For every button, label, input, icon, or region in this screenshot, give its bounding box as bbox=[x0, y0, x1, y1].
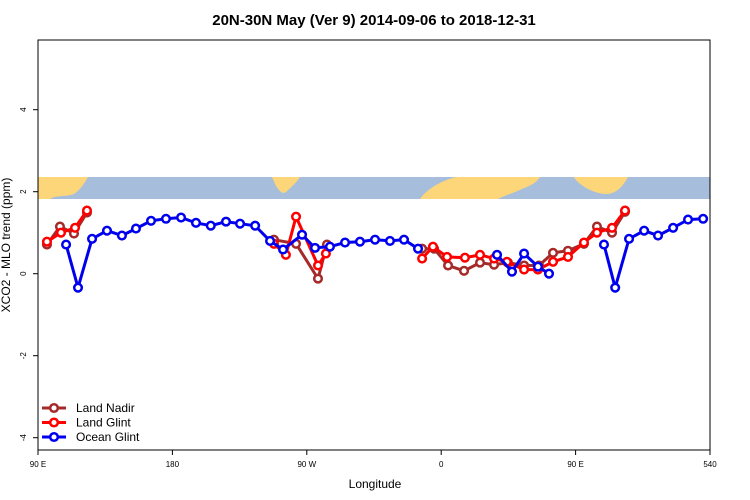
point bbox=[278, 244, 289, 255]
legend-label: Ocean Glint bbox=[76, 430, 140, 444]
point bbox=[543, 268, 555, 279]
point bbox=[312, 260, 324, 271]
point bbox=[698, 213, 709, 224]
point bbox=[519, 248, 530, 259]
x-tick-label: 540 bbox=[703, 460, 717, 469]
point bbox=[398, 234, 410, 245]
land bbox=[420, 177, 540, 199]
point bbox=[506, 266, 518, 277]
point bbox=[548, 247, 559, 258]
point bbox=[619, 205, 631, 216]
chart-title: 20N-30N May (Ver 9) 2014-09-06 to 2018-1… bbox=[212, 12, 536, 29]
legend-marker bbox=[48, 431, 60, 443]
point bbox=[417, 253, 428, 264]
plot-frame bbox=[37, 39, 711, 451]
y-tick-label: -2 bbox=[19, 352, 28, 360]
y-tick-label: 0 bbox=[19, 271, 28, 276]
x-tick-label: 90 E bbox=[567, 460, 583, 469]
x-tick-label: 90 E bbox=[30, 460, 46, 469]
point bbox=[413, 243, 424, 254]
ocean bbox=[38, 177, 710, 199]
point bbox=[290, 211, 302, 222]
land bbox=[272, 177, 300, 193]
point bbox=[610, 282, 621, 293]
point bbox=[250, 220, 261, 231]
point bbox=[81, 205, 93, 216]
y-axis-label: XCO2 - MLO trend (ppm) bbox=[0, 178, 13, 313]
point bbox=[384, 235, 396, 246]
x-axis-label: Longitude bbox=[349, 477, 402, 491]
y-tick-label: 4 bbox=[19, 107, 28, 112]
legend-marker bbox=[48, 417, 60, 428]
point bbox=[427, 241, 439, 252]
point bbox=[145, 215, 157, 226]
x-tick-label: 0 bbox=[439, 460, 444, 469]
map-strip bbox=[38, 177, 710, 199]
legend-label: Land Nadir bbox=[76, 401, 135, 415]
point bbox=[130, 223, 142, 234]
point bbox=[234, 218, 246, 229]
point bbox=[474, 257, 486, 268]
point bbox=[591, 227, 603, 238]
point bbox=[220, 216, 232, 227]
point bbox=[474, 249, 486, 260]
point bbox=[532, 261, 544, 272]
point bbox=[668, 222, 679, 233]
point bbox=[116, 230, 127, 241]
point bbox=[61, 239, 72, 250]
x-tick-label: 180 bbox=[166, 460, 180, 469]
point bbox=[309, 242, 321, 253]
point bbox=[598, 239, 610, 250]
point bbox=[443, 260, 454, 271]
point bbox=[578, 237, 590, 248]
point bbox=[492, 249, 503, 260]
legend-label: Land Glint bbox=[76, 416, 131, 430]
point bbox=[265, 235, 276, 246]
point bbox=[624, 233, 635, 244]
point bbox=[652, 230, 664, 241]
point bbox=[176, 212, 187, 223]
point bbox=[72, 282, 84, 293]
point bbox=[606, 222, 618, 233]
point bbox=[548, 256, 559, 267]
point bbox=[55, 227, 67, 238]
point bbox=[87, 233, 98, 244]
point bbox=[190, 217, 202, 228]
point bbox=[639, 225, 650, 236]
y-tick-label: 2 bbox=[19, 189, 28, 194]
point bbox=[519, 264, 530, 275]
point bbox=[682, 214, 694, 225]
point bbox=[441, 251, 453, 262]
point bbox=[320, 248, 331, 259]
point bbox=[41, 236, 53, 247]
point bbox=[324, 241, 335, 252]
point bbox=[205, 220, 216, 231]
point bbox=[369, 234, 381, 245]
point bbox=[339, 237, 351, 248]
land bbox=[38, 177, 88, 199]
point bbox=[69, 222, 81, 233]
point bbox=[101, 225, 113, 236]
point bbox=[160, 213, 172, 224]
point bbox=[312, 273, 324, 284]
point bbox=[458, 265, 470, 276]
point bbox=[459, 252, 470, 263]
land bbox=[574, 177, 628, 195]
point bbox=[296, 229, 308, 240]
x-tick-label: 90 W bbox=[297, 460, 316, 469]
point bbox=[354, 236, 366, 247]
legend-marker bbox=[48, 402, 60, 414]
y-tick-label: -4 bbox=[19, 434, 28, 442]
point bbox=[562, 251, 574, 262]
